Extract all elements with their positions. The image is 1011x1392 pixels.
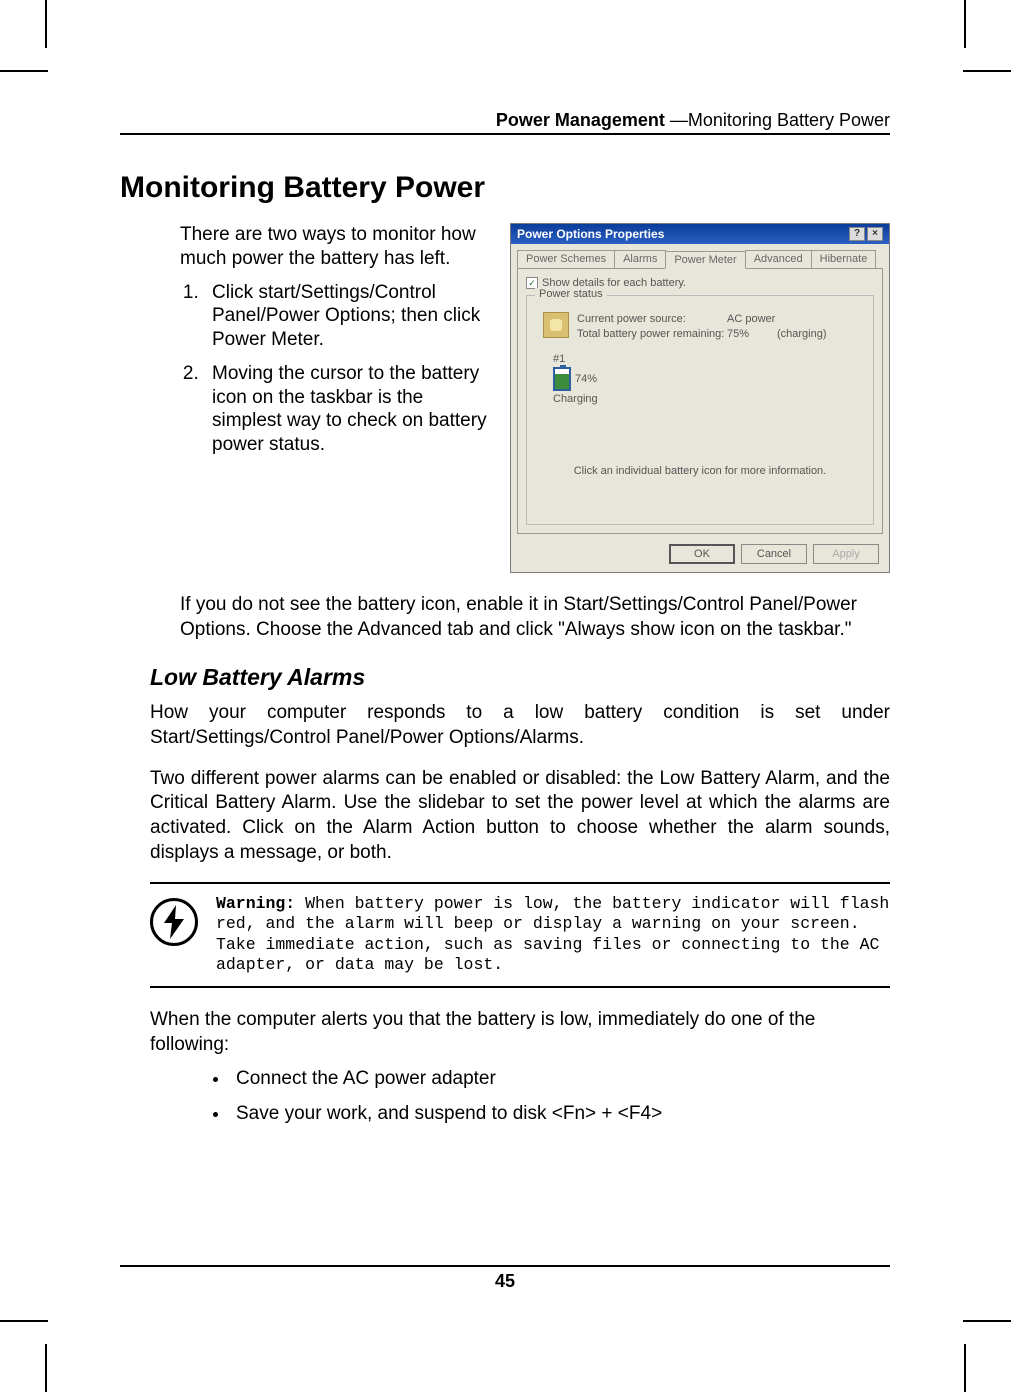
page-number: 45 — [495, 1271, 515, 1291]
page-title: Monitoring Battery Power — [120, 171, 890, 205]
tab-power-schemes[interactable]: Power Schemes — [517, 250, 615, 268]
header-rest: —Monitoring Battery Power — [665, 110, 890, 130]
fieldset-legend: Power status — [535, 288, 607, 300]
after-warning-paragraph: When the computer alerts you that the ba… — [150, 1008, 890, 1057]
cancel-button[interactable]: Cancel — [741, 544, 807, 564]
page-footer: 45 — [120, 1265, 890, 1292]
step-2: Moving the cursor to the battery icon on… — [204, 362, 490, 457]
close-button[interactable]: × — [867, 227, 883, 241]
action-list: Connect the AC power adapter Save your w… — [230, 1067, 890, 1126]
dialog-tabs: Power Schemes Alarms Power Meter Advance… — [517, 250, 883, 268]
battery-block[interactable]: #1 74% Charging — [553, 353, 863, 405]
dialog-titlebar: Power Options Properties ? × — [511, 224, 889, 244]
bullet-1: Connect the AC power adapter — [230, 1067, 890, 1092]
low-battery-p2: Two different power alarms can be enable… — [150, 767, 890, 866]
enable-icon-paragraph: If you do not see the battery icon, enab… — [180, 593, 890, 642]
running-header: Power Management —Monitoring Battery Pow… — [120, 110, 890, 135]
warning-icon — [150, 898, 198, 946]
warning-callout: Warning: When battery power is low, the … — [150, 882, 890, 989]
low-battery-p1: How your computer responds to a low batt… — [150, 701, 890, 750]
battery-hint: Click an individual battery icon for mor… — [537, 465, 863, 477]
help-button[interactable]: ? — [849, 227, 865, 241]
screenshot-column: Power Options Properties ? × Power Schem… — [510, 223, 890, 573]
power-options-dialog: Power Options Properties ? × Power Schem… — [510, 223, 890, 573]
battery-state: Charging — [553, 393, 863, 405]
tab-panel: ✓ Show details for each battery. Power s… — [517, 268, 883, 534]
header-bold: Power Management — [496, 110, 665, 130]
tab-alarms[interactable]: Alarms — [614, 250, 666, 268]
warning-label: Warning: — [216, 894, 295, 913]
current-source-value: AC power — [727, 312, 777, 327]
tab-advanced[interactable]: Advanced — [745, 250, 812, 268]
plug-icon — [543, 312, 569, 338]
low-battery-heading: Low Battery Alarms — [150, 664, 890, 691]
intro-column: There are two ways to monitor how much p… — [180, 223, 490, 573]
tab-hibernate[interactable]: Hibernate — [811, 250, 877, 268]
warning-text: Warning: When battery power is low, the … — [216, 894, 890, 977]
tab-power-meter[interactable]: Power Meter — [665, 251, 745, 269]
apply-button[interactable]: Apply — [813, 544, 879, 564]
step-1: Click start/Settings/Control Panel/Power… — [204, 281, 490, 352]
page-content: Power Management —Monitoring Battery Pow… — [120, 110, 890, 1137]
intro-text: There are two ways to monitor how much p… — [180, 223, 490, 271]
dialog-title: Power Options Properties — [517, 227, 664, 241]
battery-percent: 74% — [575, 373, 597, 385]
power-status-fieldset: Power status Current power source: AC po… — [526, 295, 874, 525]
ok-button[interactable]: OK — [669, 544, 735, 564]
warning-body: When battery power is low, the battery i… — [216, 894, 889, 975]
battery-icon — [553, 367, 571, 391]
total-remaining-status: (charging) — [777, 327, 837, 342]
total-remaining-value: 75% — [727, 327, 777, 342]
battery-id: #1 — [553, 353, 863, 365]
bullet-2: Save your work, and suspend to disk <Fn>… — [230, 1102, 890, 1127]
total-remaining-label: Total battery power remaining: — [577, 327, 727, 342]
current-source-label: Current power source: — [577, 312, 727, 327]
